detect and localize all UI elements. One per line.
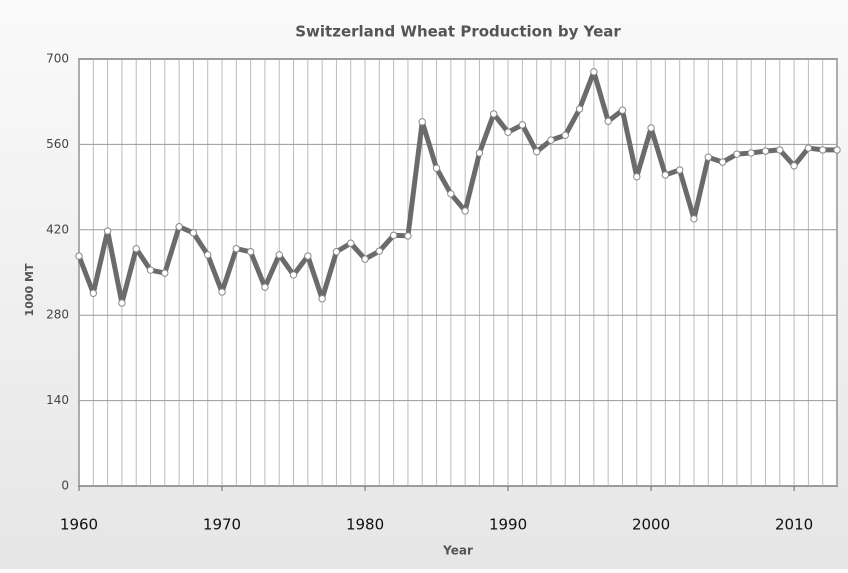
- y-tick-label: 420: [46, 222, 69, 236]
- point: [604, 117, 612, 125]
- point: [633, 173, 641, 181]
- point: [289, 271, 298, 279]
- point: [304, 252, 312, 260]
- point: [561, 131, 569, 139]
- x-tick-label: 1970: [203, 516, 241, 534]
- point: [747, 149, 755, 157]
- point: [189, 229, 198, 237]
- point: [504, 128, 512, 136]
- point: [118, 299, 126, 307]
- x-axis-label: Year: [442, 544, 473, 558]
- point: [418, 118, 426, 126]
- point: [204, 251, 212, 259]
- y-axis-label: 1000 MT: [23, 263, 36, 316]
- point: [776, 146, 784, 154]
- point: [361, 255, 369, 263]
- point: [804, 144, 813, 152]
- point: [75, 252, 83, 260]
- point: [389, 231, 398, 239]
- point: [690, 215, 698, 223]
- point: [461, 207, 469, 215]
- point: [590, 68, 598, 76]
- y-tick-label: 700: [46, 52, 69, 66]
- point: [675, 166, 684, 174]
- point: [275, 251, 283, 259]
- point: [833, 146, 841, 154]
- point: [132, 245, 140, 253]
- point: [532, 148, 541, 156]
- x-tick-label: 1960: [60, 516, 98, 534]
- point: [175, 223, 183, 231]
- point: [790, 162, 798, 170]
- point: [475, 149, 484, 157]
- point: [661, 171, 670, 179]
- chart-title: Switzerland Wheat Production by Year: [295, 23, 621, 41]
- point: [146, 266, 155, 274]
- point: [261, 283, 269, 291]
- point: [232, 245, 241, 253]
- point: [575, 105, 584, 113]
- point: [103, 227, 112, 235]
- point: [518, 121, 527, 129]
- x-tick-label: 1990: [489, 516, 527, 534]
- point: [246, 248, 255, 256]
- x-tick-label: 1980: [346, 516, 384, 534]
- point: [447, 190, 455, 198]
- point: [161, 269, 169, 277]
- point: [432, 164, 441, 172]
- point: [375, 247, 384, 255]
- point: [218, 288, 226, 296]
- point: [618, 106, 627, 114]
- plot-area: [78, 58, 838, 487]
- y-tick-label: 140: [46, 393, 69, 407]
- point: [818, 146, 827, 154]
- y-tick-label: 280: [46, 308, 69, 322]
- y-tick-label: 0: [61, 479, 69, 493]
- x-tick-label: 2000: [632, 516, 670, 534]
- point: [89, 289, 98, 297]
- point: [547, 136, 555, 144]
- point: [318, 295, 326, 303]
- x-tick-label: 2010: [775, 516, 813, 534]
- point: [718, 158, 727, 166]
- point: [733, 150, 741, 158]
- point: [647, 124, 655, 132]
- y-tick-label: 560: [46, 137, 69, 151]
- point: [761, 147, 770, 155]
- point: [332, 248, 341, 256]
- point: [704, 153, 712, 161]
- point: [490, 110, 498, 118]
- point: [404, 232, 412, 240]
- point: [347, 239, 355, 247]
